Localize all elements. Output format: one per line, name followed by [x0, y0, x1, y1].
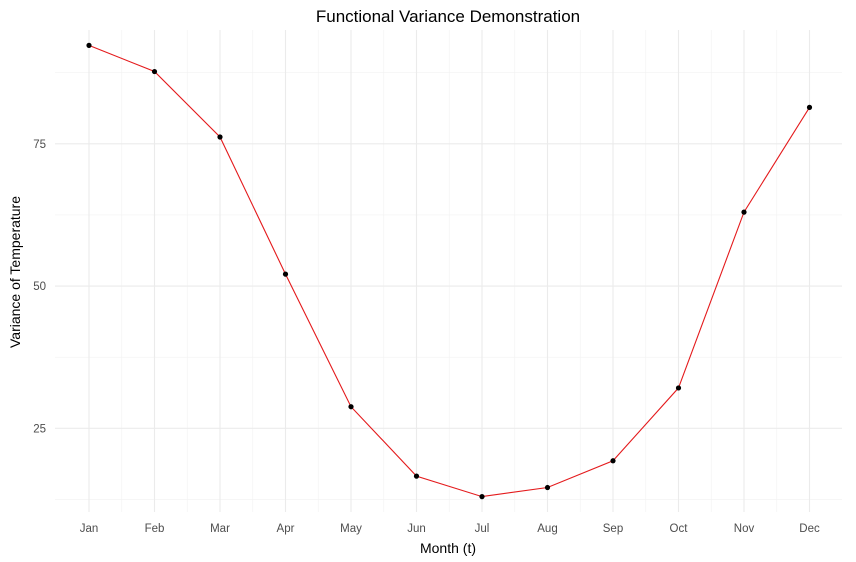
data-point: [413, 473, 420, 479]
data-point: [479, 494, 485, 500]
x-tick-label: May: [340, 523, 362, 535]
x-axis-title: Month (t): [420, 540, 476, 556]
data-point: [151, 68, 158, 75]
y-axis-ticks: 25 50 75: [33, 139, 46, 436]
series-line: [88, 44, 810, 498]
x-tick-label: Nov: [734, 523, 755, 535]
y-tick-label: 50: [33, 281, 46, 293]
grid: [55, 30, 842, 512]
data-point: [610, 458, 616, 464]
x-tick-label: Jun: [407, 523, 426, 535]
data-point: [348, 404, 354, 410]
x-tick-label: Jul: [475, 523, 490, 535]
x-tick-label: Apr: [277, 523, 295, 535]
data-point: [741, 209, 747, 215]
data-point: [86, 42, 92, 48]
y-tick-label: 25: [33, 423, 46, 435]
y-tick-label: 75: [33, 139, 46, 151]
x-tick-label: Sep: [603, 523, 623, 535]
chart-title: Functional Variance Demonstration: [316, 7, 580, 26]
y-axis-title: Variance of Temperature: [7, 196, 23, 348]
x-tick-label: Oct: [670, 523, 689, 535]
x-tick-label: Dec: [799, 523, 820, 535]
x-tick-label: Jan: [80, 523, 99, 535]
data-point: [544, 484, 551, 491]
data-point: [217, 134, 223, 140]
data-point: [675, 385, 682, 391]
series-layer: [86, 42, 813, 500]
x-tick-label: Mar: [210, 523, 230, 535]
data-point: [806, 104, 813, 110]
x-tick-label: Feb: [145, 523, 165, 535]
x-tick-label: Aug: [537, 523, 557, 535]
x-axis-ticks: Jan Feb Mar Apr May Jun Jul Aug Sep Oct Nov Dec: [80, 523, 820, 535]
data-point: [282, 271, 289, 277]
